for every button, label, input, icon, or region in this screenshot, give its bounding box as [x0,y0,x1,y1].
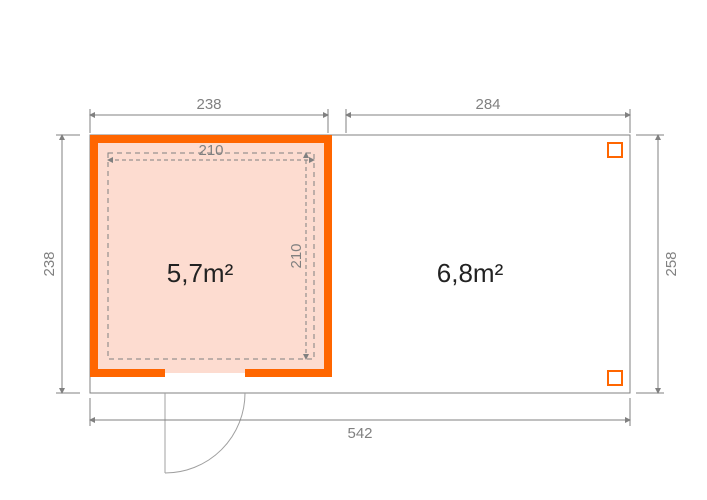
area-label-0: 5,7m² [167,258,234,288]
dim-top-0-label: 238 [196,96,221,113]
post-0 [608,143,622,157]
dim-bottom-0-label: 542 [347,425,372,442]
dim-inner-top-0-label: 210 [198,142,223,159]
dim-left-0-label: 238 [41,251,58,276]
area-label-1: 6,8m² [437,258,504,288]
post-1 [608,371,622,385]
dim-inner-right-0-label: 210 [288,243,305,268]
dim-top-1-label: 284 [475,96,500,113]
dim-right-0-label: 258 [663,251,680,276]
